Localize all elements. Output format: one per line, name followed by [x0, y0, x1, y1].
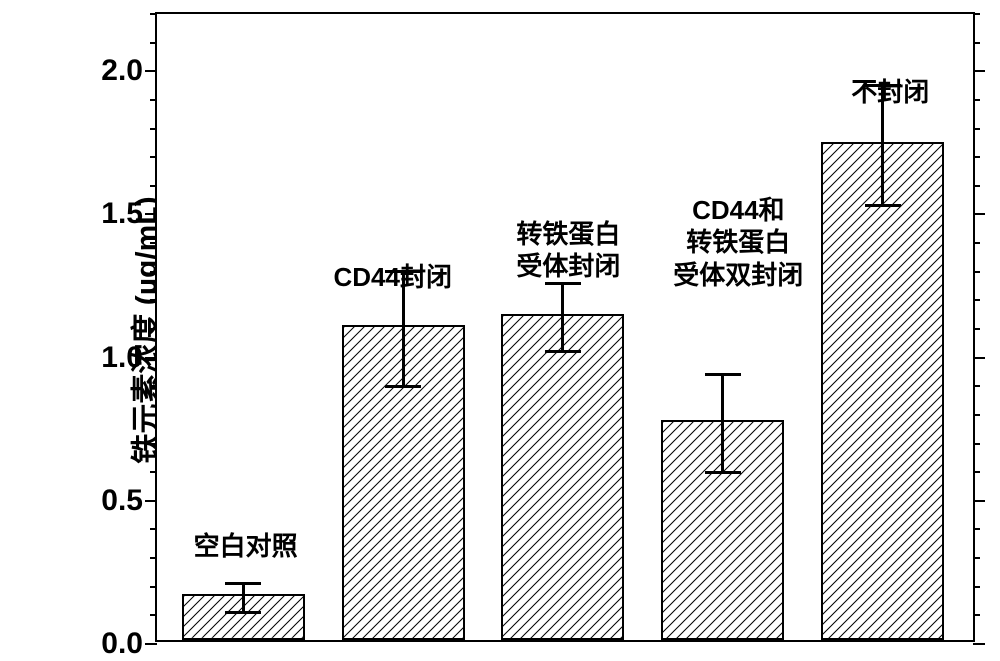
error-cap [225, 582, 261, 585]
error-bar [242, 584, 245, 613]
bar-label: 不封闭 [851, 76, 929, 109]
y-tick-label: 0.0 [101, 627, 157, 661]
bar-label: CD44和 转铁蛋白 受体双封闭 [673, 194, 803, 292]
y-tick-label: 1.5 [101, 197, 157, 231]
error-cap [225, 611, 261, 614]
error-bar [721, 375, 724, 472]
error-bar [561, 283, 564, 352]
bar [501, 314, 624, 640]
plot-area: 0.00.51.01.52.0空白对照CD44封闭转铁蛋白 受体封闭CD44和 … [155, 12, 975, 642]
bar-label: 转铁蛋白 受体封闭 [516, 218, 620, 283]
bar-label: 空白对照 [194, 530, 298, 563]
bar [821, 142, 944, 640]
error-cap [705, 373, 741, 376]
y-tick-label: 1.0 [101, 341, 157, 375]
error-cap [865, 204, 901, 207]
bar-label: CD44封闭 [334, 261, 452, 294]
error-cap [705, 471, 741, 474]
error-cap [385, 385, 421, 388]
y-tick-label: 0.5 [101, 484, 157, 518]
error-cap [545, 350, 581, 353]
chart-container: 铁元素浓度 (µg/mL) 0.00.51.01.52.0空白对照CD44封闭转… [0, 0, 1000, 659]
y-tick-label: 2.0 [101, 54, 157, 88]
